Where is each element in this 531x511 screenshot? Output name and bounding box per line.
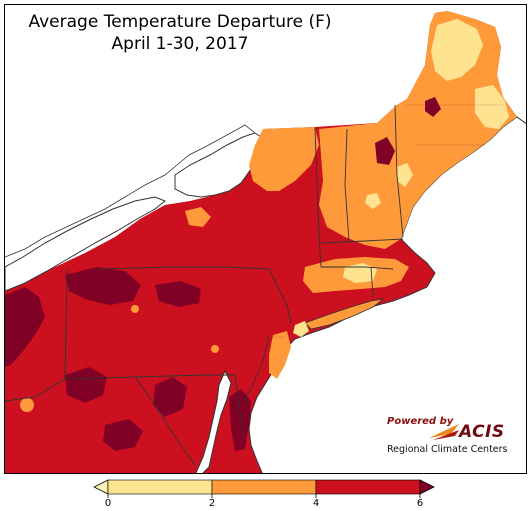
powered-by-text: Powered by xyxy=(387,416,454,427)
legend-tick-0: 0 xyxy=(104,498,112,509)
long-island xyxy=(304,298,385,330)
acis-credit: Powered by ACIS Regional Climate Centers xyxy=(385,416,515,458)
legend-tick-6: 6 xyxy=(416,498,424,509)
shoreline xyxy=(5,124,256,258)
legend-bin-0 xyxy=(107,479,213,495)
legend-bin-2 xyxy=(315,479,421,495)
anomaly-0-2 xyxy=(293,19,509,337)
legend-above-arrow xyxy=(419,479,435,495)
legend-tick-4: 4 xyxy=(312,498,320,509)
map-title: Average Temperature Departure (F) xyxy=(28,12,332,32)
county-lines xyxy=(66,104,503,378)
color-legend: 0 2 4 6 xyxy=(90,478,440,509)
map-subtitle: April 1-30, 2017 xyxy=(111,34,249,54)
lake-erie xyxy=(5,196,166,292)
legend-tick-2: 2 xyxy=(208,498,216,509)
legend-below-arrow xyxy=(93,479,109,495)
map-panel xyxy=(4,4,527,474)
legend-bar xyxy=(93,479,435,498)
acis-logo-text: ACIS xyxy=(459,422,505,442)
rcc-text: Regional Climate Centers xyxy=(387,444,508,455)
state-borders xyxy=(5,104,404,466)
chesapeake-bay xyxy=(195,369,232,473)
anomaly-above-6 xyxy=(5,97,441,451)
acis-swoosh-icon xyxy=(429,424,459,440)
legend-bin-1 xyxy=(211,479,317,495)
temperature-map xyxy=(5,11,526,473)
